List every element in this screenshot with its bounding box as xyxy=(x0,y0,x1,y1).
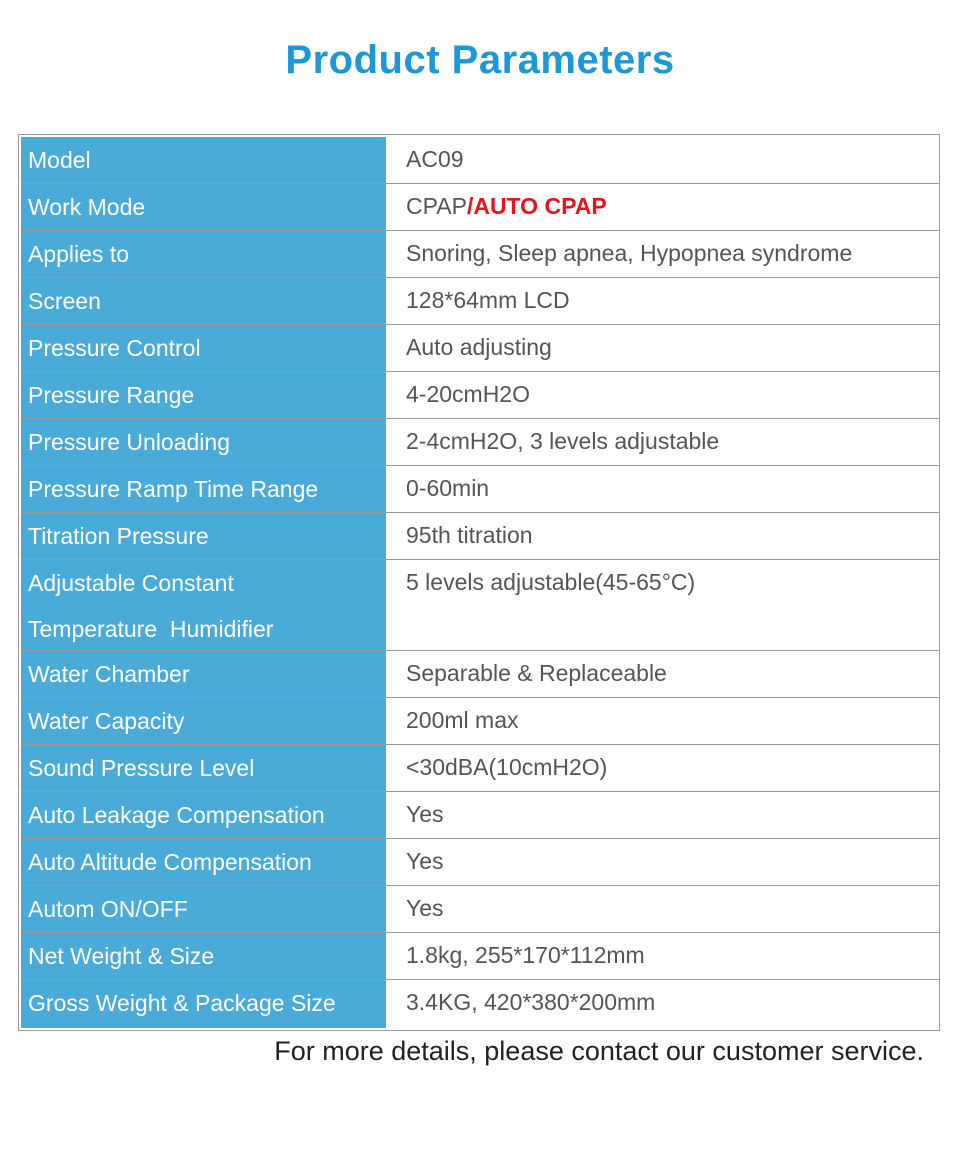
param-value-cell: <30dBA(10cmH2O) xyxy=(386,745,939,791)
table-row: Adjustable Constant Temperature Humidifie… xyxy=(21,560,939,651)
param-value-cell: Yes xyxy=(386,886,939,932)
table-row: Water Capacity 200ml max xyxy=(21,698,939,745)
param-value-cell: 128*64mm LCD xyxy=(386,278,939,324)
param-value: Yes xyxy=(406,895,444,921)
param-label: Applies to xyxy=(21,231,386,277)
param-value: 4-20cmH2O xyxy=(406,381,530,407)
param-value: Auto adjusting xyxy=(406,334,552,360)
param-value: Snoring, Sleep apnea, Hypopnea syndrome xyxy=(406,240,853,266)
page-title: Product Parameters xyxy=(285,38,675,82)
param-value: <30dBA(10cmH2O) xyxy=(406,754,608,780)
table-row: Work Mode CPAP/AUTO CPAP xyxy=(21,184,939,231)
param-value: Yes xyxy=(406,801,444,827)
param-value: Yes xyxy=(406,848,444,874)
table-row: Pressure Range 4-20cmH2O xyxy=(21,372,939,419)
param-label: Gross Weight & Package Size xyxy=(21,980,386,1028)
param-label: Net Weight & Size xyxy=(21,933,386,979)
param-value-cell: 4-20cmH2O xyxy=(386,372,939,418)
param-label: Model xyxy=(21,137,386,183)
param-label: Sound Pressure Level xyxy=(21,745,386,791)
param-label: Adjustable Constant Temperature Humidifie… xyxy=(21,560,386,650)
table-row: Titration Pressure 95th titration xyxy=(21,513,939,560)
param-value-cell: Separable & Replaceable xyxy=(386,651,939,697)
param-value-cell: Snoring, Sleep apnea, Hypopnea syndrome xyxy=(386,231,939,277)
footer-note: For more details, please contact our cus… xyxy=(274,1036,924,1066)
param-value: AC09 xyxy=(406,146,464,172)
param-label: Pressure Control xyxy=(21,325,386,371)
table-row: Auto Leakage Compensation Yes xyxy=(21,792,939,839)
param-value-cell: 95th titration xyxy=(386,513,939,559)
param-value-cell: Auto adjusting xyxy=(386,325,939,371)
param-label: Water Chamber xyxy=(21,651,386,697)
param-value-cell: AC09 xyxy=(386,137,939,183)
param-value: 128*64mm LCD xyxy=(406,287,570,313)
table-row: Autom ON/OFF Yes xyxy=(21,886,939,933)
table-row: Water Chamber Separable & Replaceable xyxy=(21,651,939,698)
param-label: Auto Altitude Compensation xyxy=(21,839,386,885)
table-row: Gross Weight & Package Size 3.4KG, 420*38… xyxy=(21,980,939,1028)
param-value-cell: 5 levels adjustable(45-65°C) xyxy=(386,560,939,650)
param-value-cell: CPAP/AUTO CPAP xyxy=(386,184,939,230)
table-row: Screen 128*64mm LCD xyxy=(21,278,939,325)
table-row: Pressure Ramp Time Range 0-60min xyxy=(21,466,939,513)
param-label: Titration Pressure xyxy=(21,513,386,559)
table-row: Model AC09 xyxy=(21,137,939,184)
param-value: 0-60min xyxy=(406,475,490,501)
param-value: CPAP xyxy=(406,193,467,219)
param-label: Pressure Ramp Time Range xyxy=(21,466,386,512)
param-value-highlight: /AUTO CPAP xyxy=(466,193,607,219)
param-label: Auto Leakage Compensation xyxy=(21,792,386,838)
param-value: 200ml max xyxy=(406,707,519,733)
param-value-cell: 3.4KG, 420*380*200mm xyxy=(386,980,939,1028)
param-value: 5 levels adjustable(45-65°C) xyxy=(406,569,696,595)
param-value-cell: 1.8kg, 255*170*112mm xyxy=(386,933,939,979)
table-row: Pressure Control Auto adjusting xyxy=(21,325,939,372)
param-label: Work Mode xyxy=(21,184,386,230)
param-value-cell: Yes xyxy=(386,792,939,838)
param-label: Screen xyxy=(21,278,386,324)
param-value: Separable & Replaceable xyxy=(406,660,667,686)
param-value: 95th titration xyxy=(406,522,533,548)
table-row: Pressure Unloading 2-4cmH2O, 3 levels adj… xyxy=(21,419,939,466)
table-row: Applies to Snoring, Sleep apnea, Hypopnea… xyxy=(21,231,939,278)
param-value: 3.4KG, 420*380*200mm xyxy=(406,989,656,1015)
param-label: Pressure Range xyxy=(21,372,386,418)
param-label: Autom ON/OFF xyxy=(21,886,386,932)
table-row: Auto Altitude Compensation Yes xyxy=(21,839,939,886)
param-label: Water Capacity xyxy=(21,698,386,744)
table-row: Net Weight & Size 1.8kg, 255*170*112mm xyxy=(21,933,939,980)
table-row: Sound Pressure Level <30dBA(10cmH2O) xyxy=(21,745,939,792)
param-value-cell: 2-4cmH2O, 3 levels adjustable xyxy=(386,419,939,465)
param-value-cell: 200ml max xyxy=(386,698,939,744)
param-value: 2-4cmH2O, 3 levels adjustable xyxy=(406,428,720,454)
param-label: Pressure Unloading xyxy=(21,419,386,465)
param-value-cell: 0-60min xyxy=(386,466,939,512)
param-value: 1.8kg, 255*170*112mm xyxy=(406,942,645,968)
parameters-table: Model AC09 Work Mode CPAP/AUTO CPAP Applies … xyxy=(18,134,940,1031)
param-value-cell: Yes xyxy=(386,839,939,885)
